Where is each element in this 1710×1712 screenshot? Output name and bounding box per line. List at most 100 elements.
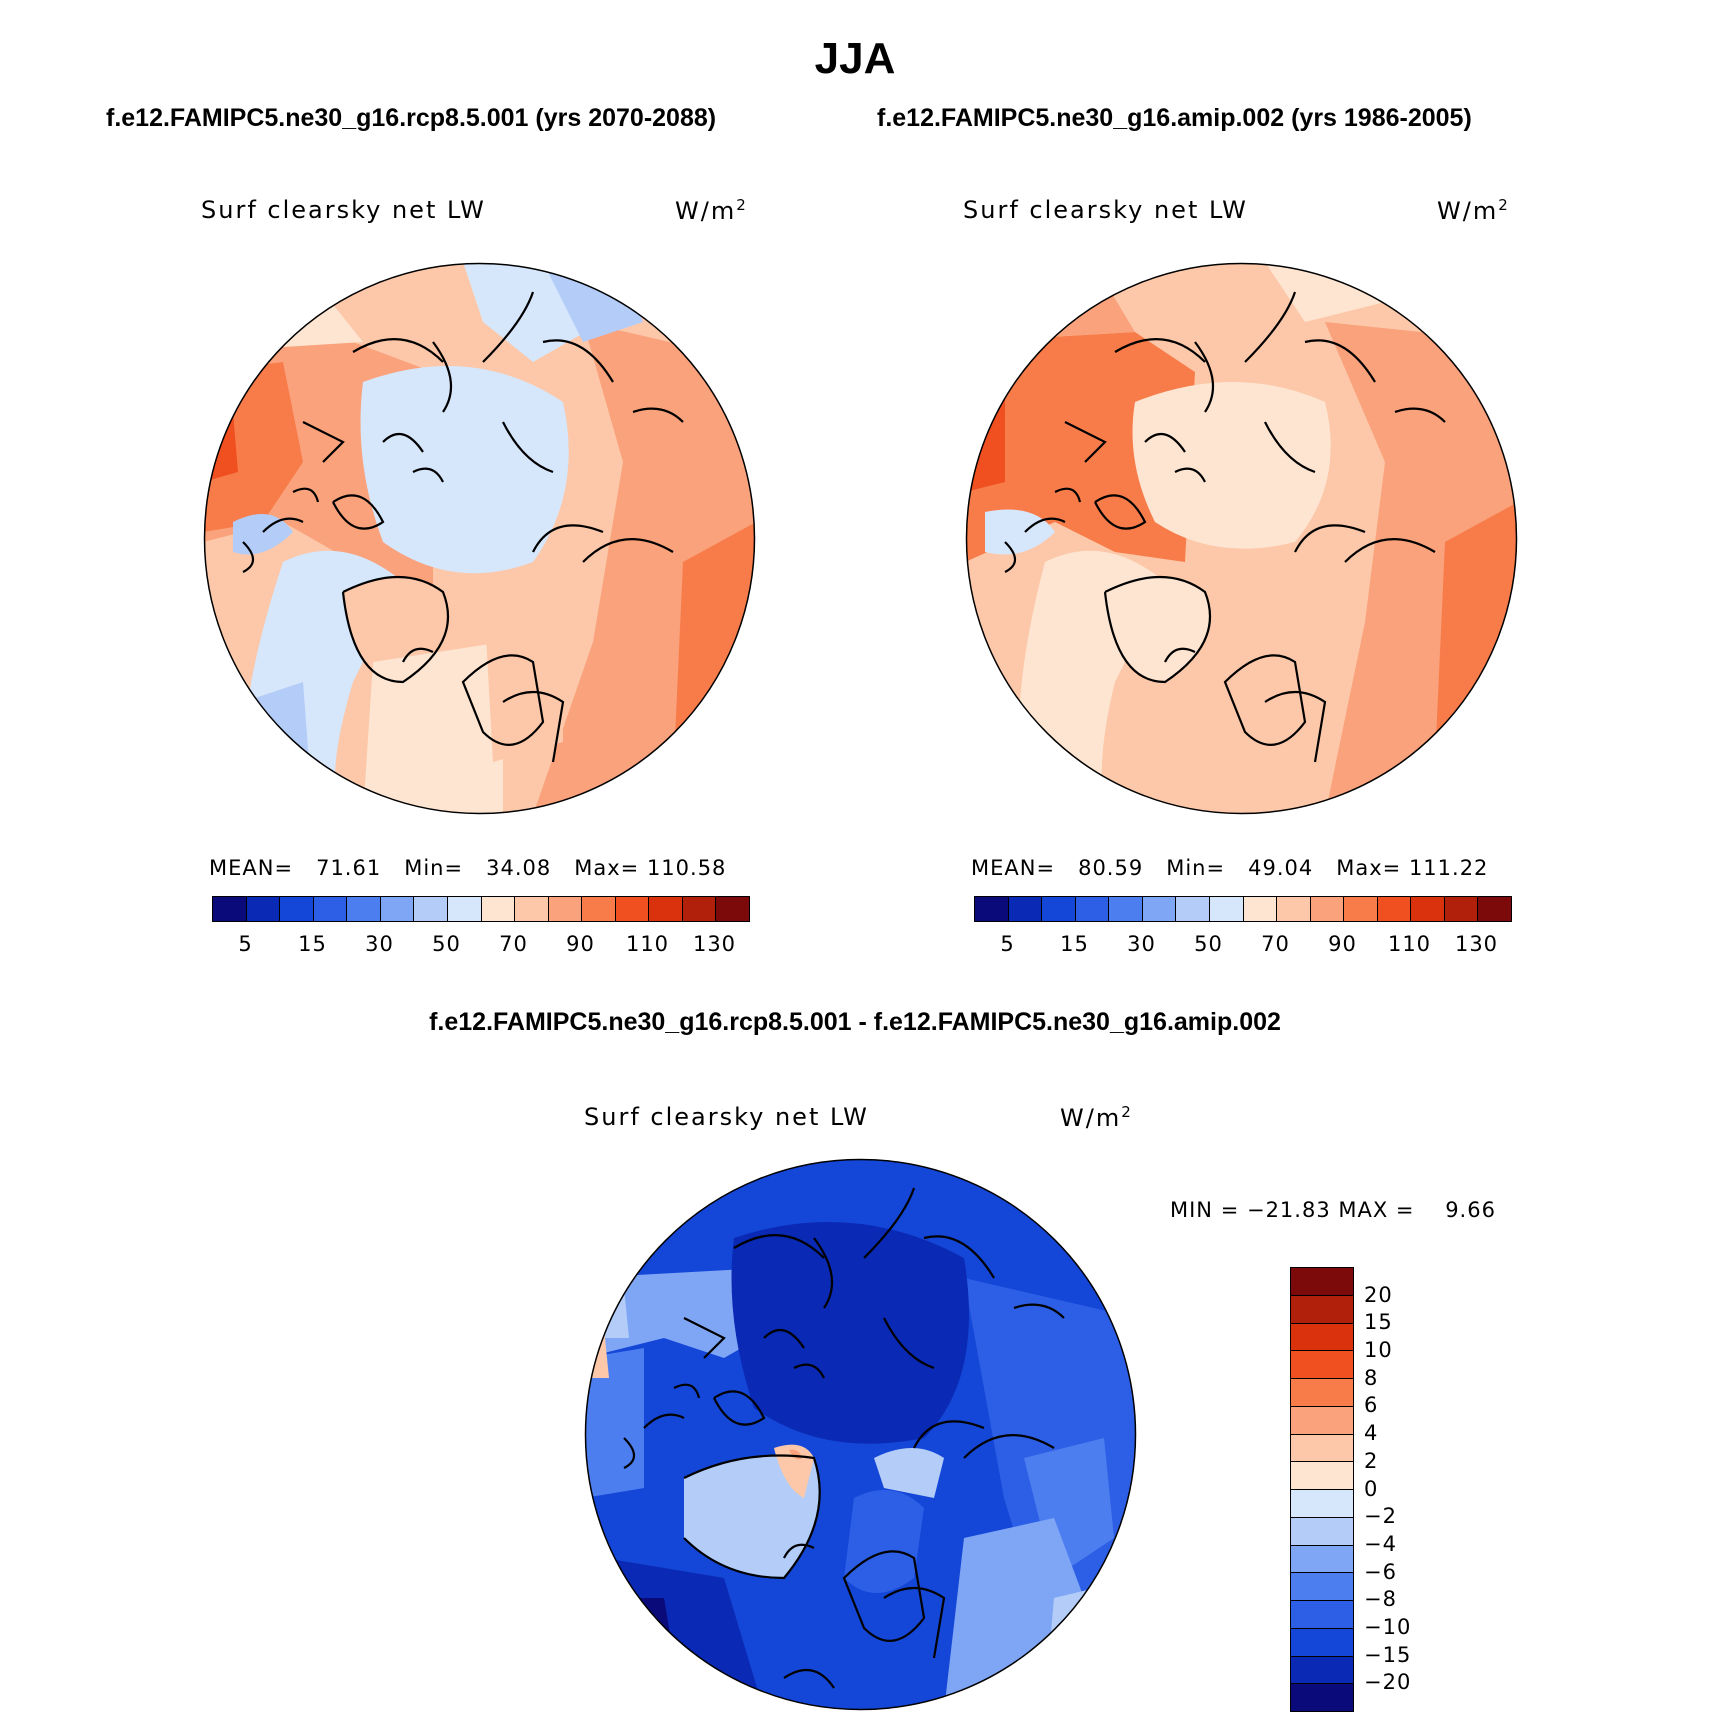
difference-stats: MIN = −21.83 MAX = 9.66 [1170,1198,1496,1222]
colorbar-tick-label: 30 [1127,932,1156,956]
colorbar-swatch [1008,897,1043,921]
colorbar-swatch [1291,1379,1353,1407]
colorbar-tick-label: 15 [1060,932,1089,956]
colorbar-swatch [1291,1517,1353,1546]
panel1-stats: MEAN= 71.61 Min= 34.08 Max= 110.58 [209,856,727,880]
colorbar-tick-label: 50 [432,932,461,956]
colorbar-tick-label: 8 [1364,1365,1379,1390]
colorbar-swatch [615,897,650,921]
colorbar-tick-label: 2 [1364,1448,1379,1473]
panel1-subtitle: f.e12.FAMIPC5.ne30_g16.rcp8.5.001 (yrs 2… [106,104,717,132]
colorbar-swatch [515,897,549,921]
panel2-polar-map [965,262,1518,815]
panel1-colorbar-labels: 5 15 30 50 70 90 110 130 [212,932,748,962]
colorbar-swatch [975,897,1009,921]
map-outline [203,262,756,815]
colorbar-tick-label: 6 [1364,1393,1379,1418]
arctic-ocean-region [1132,382,1331,549]
colorbar-swatch [1344,897,1378,921]
colorbar-swatch [1075,897,1110,921]
colorbar-tick-label: 50 [1194,932,1223,956]
colorbar-tick-label: −8 [1364,1587,1397,1612]
colorbar-tick-label: 0 [1364,1476,1379,1501]
colorbar-tick-label: −6 [1364,1559,1397,1584]
colorbar-swatch [1291,1573,1353,1601]
colorbar-tick-label: −10 [1364,1614,1412,1639]
colorbar-tick-label: 15 [298,932,327,956]
colorbar-swatch [1209,897,1244,921]
arctic-ocean-strong-region [731,1222,969,1444]
map-outline [965,262,1518,815]
colorbar-tick-label: −20 [1364,1670,1412,1695]
coastlines [1004,291,1446,763]
colorbar-tick-label: 130 [692,932,737,956]
colorbar-swatch [1291,1406,1353,1435]
greenland-warming-region [684,1455,820,1578]
greenland-region [1105,577,1210,682]
colorbar-swatch [1411,897,1445,921]
panel2-colorbar [974,896,1512,922]
difference-colorbar-labels: 20 15 10 8 6 4 2 0 −2 −4 −6 −8 −10 −15 −20 [1364,1267,1464,1710]
arctic-ocean-cool-region [360,366,569,574]
colorbar-swatch [1277,897,1311,921]
colorbar-swatch [1444,897,1479,921]
map-outline [584,1158,1137,1711]
colorbar-swatch [1291,1490,1353,1518]
difference-title: f.e12.FAMIPC5.ne30_g16.rcp8.5.001 - f.e1… [429,1008,1281,1036]
colorbar-tick-label: 4 [1364,1421,1379,1446]
coastlines [242,291,684,763]
colorbar-swatch [347,897,381,921]
panel2-subtitle: f.e12.FAMIPC5.ne30_g16.amip.002 (yrs 198… [877,104,1472,132]
colorbar-swatch [1291,1295,1353,1324]
panel2-stats: MEAN= 80.59 Min= 49.04 Max= 111.22 [971,856,1489,880]
colorbar-tick-label: 70 [1261,932,1290,956]
colorbar-swatch [582,897,616,921]
colorbar-swatch [213,897,247,921]
colorbar-swatch [1142,897,1177,921]
colorbar-tick-label: 70 [499,932,528,956]
colorbar-tick-label: −15 [1364,1642,1412,1667]
colorbar-tick-label: 130 [1454,932,1499,956]
colorbar-swatch [1291,1628,1353,1657]
colorbar-swatch [313,897,348,921]
colorbar-swatch [1042,897,1076,921]
colorbar-swatch [1291,1323,1353,1352]
colorbar-swatch [1243,897,1278,921]
colorbar-swatch [1478,897,1511,921]
panel1-units: W/m2 [675,196,746,225]
colorbar-swatch [1291,1684,1353,1711]
colorbar-swatch [380,897,415,921]
panel2-colorbar-labels: 5 15 30 50 70 90 110 130 [974,932,1510,962]
eurasia-hot-region [673,522,755,782]
panel1-colorbar [212,896,750,922]
colorbar-swatch [1291,1351,1353,1379]
colorbar-swatch [548,897,583,921]
colorbar-swatch [1291,1462,1353,1490]
colorbar-tick-label: −4 [1364,1531,1397,1556]
difference-colorbar [1290,1267,1354,1712]
difference-variable-label: Surf clearsky net LW [584,1103,869,1131]
eurasia-hot-region [1435,502,1517,762]
coastlines [623,1187,1065,1689]
colorbar-tick-label: 90 [566,932,595,956]
colorbar-tick-label: −2 [1364,1504,1397,1529]
colorbar-swatch [280,897,314,921]
colorbar-swatch [716,897,749,921]
colorbar-swatch [649,897,683,921]
colorbar-swatch [1291,1268,1353,1296]
north-america-hot-region [966,332,1195,562]
colorbar-swatch [682,897,717,921]
colorbar-swatch [1291,1601,1353,1629]
colorbar-tick-label: 90 [1328,932,1357,956]
panel1-polar-map [203,262,756,815]
colorbar-tick-label: 5 [1000,932,1015,956]
colorbar-swatch [1377,897,1412,921]
colorbar-tick-label: 110 [1387,932,1432,956]
panel1-variable-label: Surf clearsky net LW [201,196,486,224]
colorbar-tick-label: 110 [625,932,670,956]
colorbar-tick-label: 15 [1364,1310,1393,1335]
colorbar-swatch [414,897,448,921]
colorbar-tick-label: 10 [1364,1338,1393,1363]
colorbar-swatch [1310,897,1345,921]
colorbar-tick-label: 20 [1364,1282,1393,1307]
